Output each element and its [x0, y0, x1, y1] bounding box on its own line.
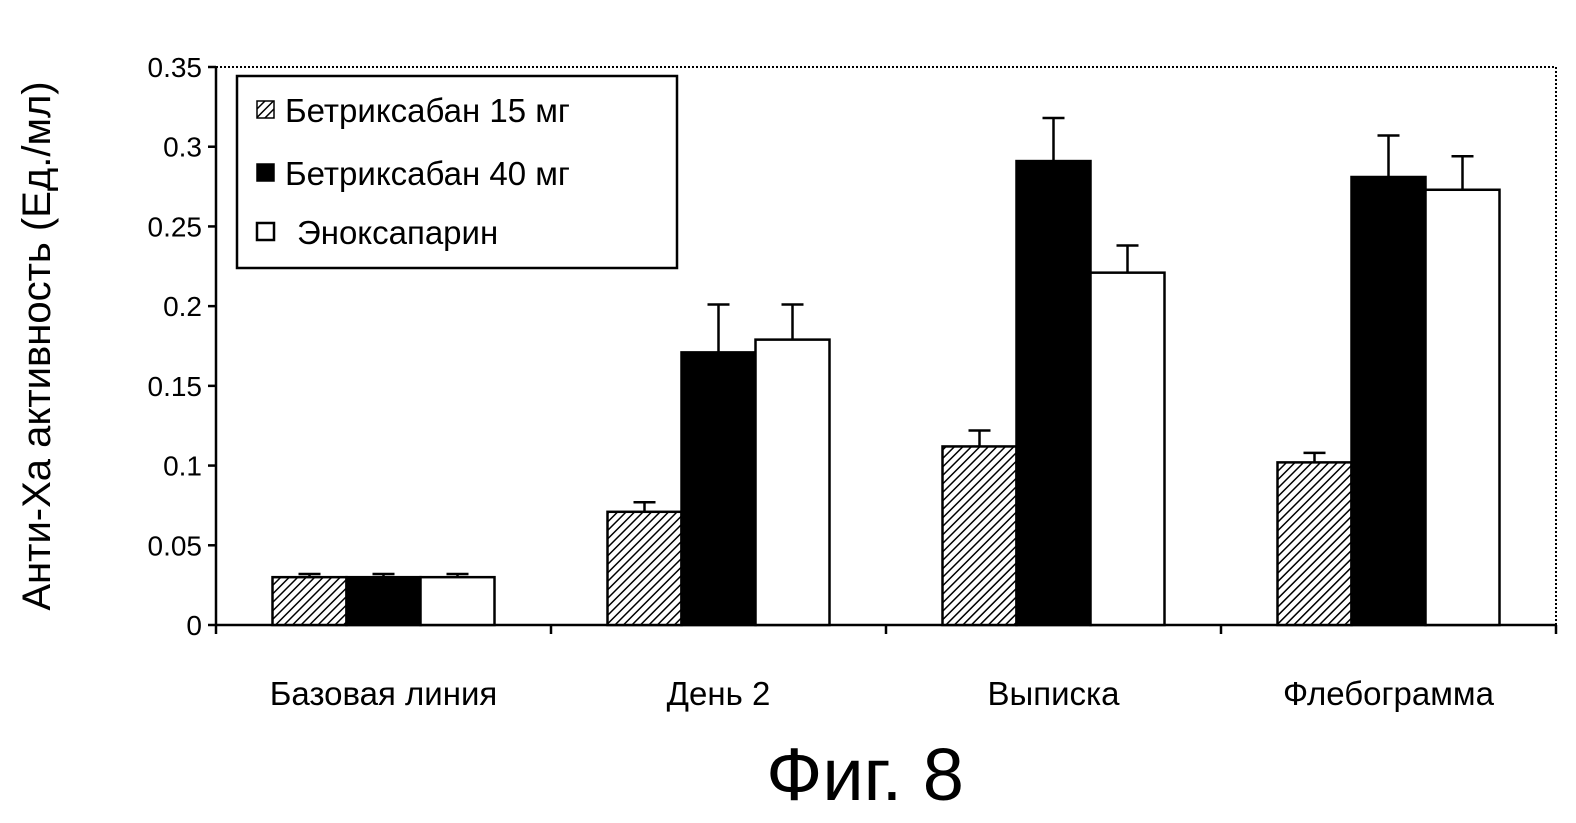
y-axis-label: Анти-Xa активность (Ед./мл) — [15, 81, 59, 610]
bar-series-1 — [1276, 461, 1353, 627]
bar-series-2 — [680, 351, 757, 627]
bar-series-1 — [271, 575, 348, 627]
y-tick-label: 0.1 — [163, 451, 202, 482]
legend-box — [235, 74, 679, 270]
bar-series-1 — [941, 445, 1018, 627]
y-tick-label: 0.05 — [148, 530, 203, 561]
bar-series-2 — [1350, 175, 1427, 627]
bar-series-2 — [345, 575, 422, 627]
y-tick-label: 0.35 — [148, 52, 203, 83]
bar-series-1 — [606, 510, 683, 627]
x-ticks: Базовая линия День 2 Выписка Флебограмма — [214, 625, 1558, 712]
legend-label-series-1: Бетриксабан 15 мг — [285, 92, 570, 129]
bar-series-3 — [1424, 188, 1501, 627]
y-ticks: 0 0.05 0.1 0.15 0.2 0.25 0.3 0.35 — [148, 52, 216, 641]
legend-label-series-2: Бетриксабан 40 мг — [285, 155, 570, 192]
bar-series-3 — [1089, 271, 1166, 627]
bar-series-2 — [1015, 159, 1092, 627]
category-label: Базовая линия — [270, 675, 498, 712]
category-label: Выписка — [987, 675, 1120, 712]
y-tick-label: 0.25 — [148, 211, 203, 242]
category-label: Флебограмма — [1283, 675, 1495, 712]
legend-swatch-series-3 — [255, 221, 276, 242]
legend-swatch-series-2 — [256, 163, 275, 182]
error-bars — [298, 116, 1474, 578]
bar-series-3 — [754, 338, 831, 627]
bars — [271, 159, 1501, 627]
legend-swatch-series-1 — [256, 100, 275, 119]
figure-caption: Фиг. 8 — [766, 733, 964, 816]
y-tick-label: 0.2 — [163, 291, 202, 322]
legend-label-series-3: Эноксапарин — [297, 214, 498, 251]
bar-series-3 — [419, 575, 496, 627]
y-tick-label: 0.15 — [148, 371, 203, 402]
category-label: День 2 — [667, 675, 771, 712]
legend: Бетриксабан 15 мг Бетриксабан 40 мг Энок… — [235, 74, 679, 270]
y-tick-label: 0 — [186, 610, 202, 641]
y-tick-label: 0.3 — [163, 132, 202, 163]
